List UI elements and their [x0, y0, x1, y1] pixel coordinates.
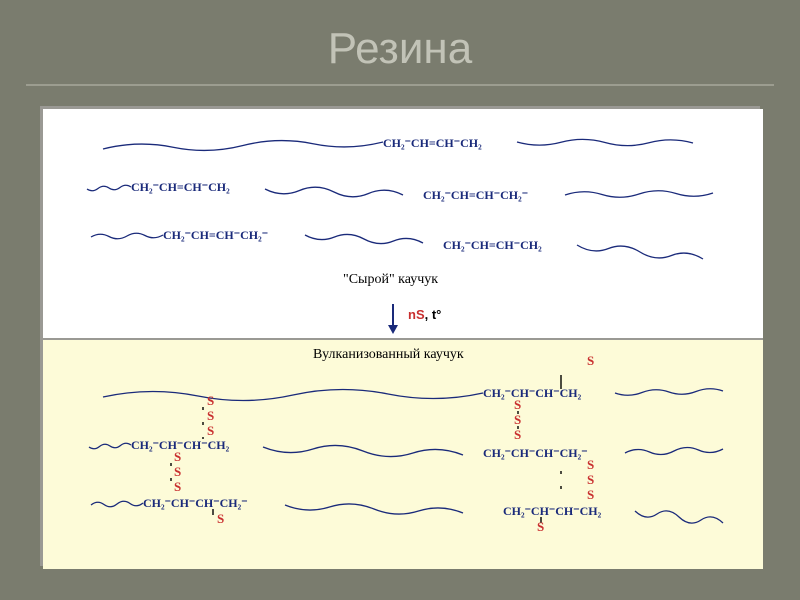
- chain-formula: CH₂⁻CH⁻CH⁻CH₂⁻: [143, 496, 248, 510]
- sulfur-s: S: [587, 457, 594, 472]
- vulc-caption: Вулканизованный каучук: [313, 347, 464, 362]
- sulfur-s: S: [174, 479, 181, 494]
- slide: Резина CH₂⁻CH=CH⁻CH₂CH₂⁻CH=CH⁻CH₂CH₂⁻CH=…: [0, 0, 800, 600]
- sulfur-s: S: [514, 427, 521, 442]
- chain-formula: CH₂⁻CH=CH⁻CH₂: [443, 238, 542, 252]
- chain-formula: CH₂⁻CH=CH⁻CH₂⁻: [423, 188, 528, 202]
- chain-formula: CH₂⁻CH=CH⁻CH₂⁻: [163, 228, 268, 242]
- sulfur-s: S: [587, 353, 594, 368]
- chain-formula: CH₂⁻CH⁻CH⁻CH₂: [483, 386, 582, 400]
- diagram-frame: CH₂⁻CH=CH⁻CH₂ CH₂⁻CH=CH⁻CH₂ CH₂⁻CH=CH⁻CH₂⁻…: [40, 106, 760, 566]
- raw-caption: "Сырой" каучук: [343, 272, 438, 287]
- sulfur-s: S: [514, 412, 521, 427]
- title-divider: [26, 84, 774, 86]
- arrow-label: nS, t°: [408, 307, 441, 322]
- diagram-svg: CH₂⁻CH=CH⁻CH₂ CH₂⁻CH=CH⁻CH₂ CH₂⁻CH=CH⁻CH₂⁻…: [43, 109, 763, 569]
- sulfur-s: S: [537, 519, 544, 534]
- chain-formula: CH₂⁻CH=CH⁻CH₂: [383, 136, 482, 150]
- sulfur-s: S: [174, 449, 181, 464]
- sulfur-s: S: [514, 397, 521, 412]
- sulfur-s: S: [587, 487, 594, 502]
- sulfur-s: S: [587, 472, 594, 487]
- sulfur-s: S: [174, 464, 181, 479]
- page-title: Резина: [22, 24, 778, 74]
- chain-formula: CH₂⁻CH⁻CH⁻CH₂: [503, 504, 602, 518]
- sulfur-s: S: [217, 511, 224, 526]
- sulfur-s: S: [207, 393, 214, 408]
- sulfur-s: S: [207, 423, 214, 438]
- sulfur-s: S: [207, 408, 214, 423]
- chain-formula: CH₂⁻CH=CH⁻CH₂: [131, 180, 230, 194]
- chain-formula: CH₂⁻CH⁻CH⁻CH₂⁻: [483, 446, 588, 460]
